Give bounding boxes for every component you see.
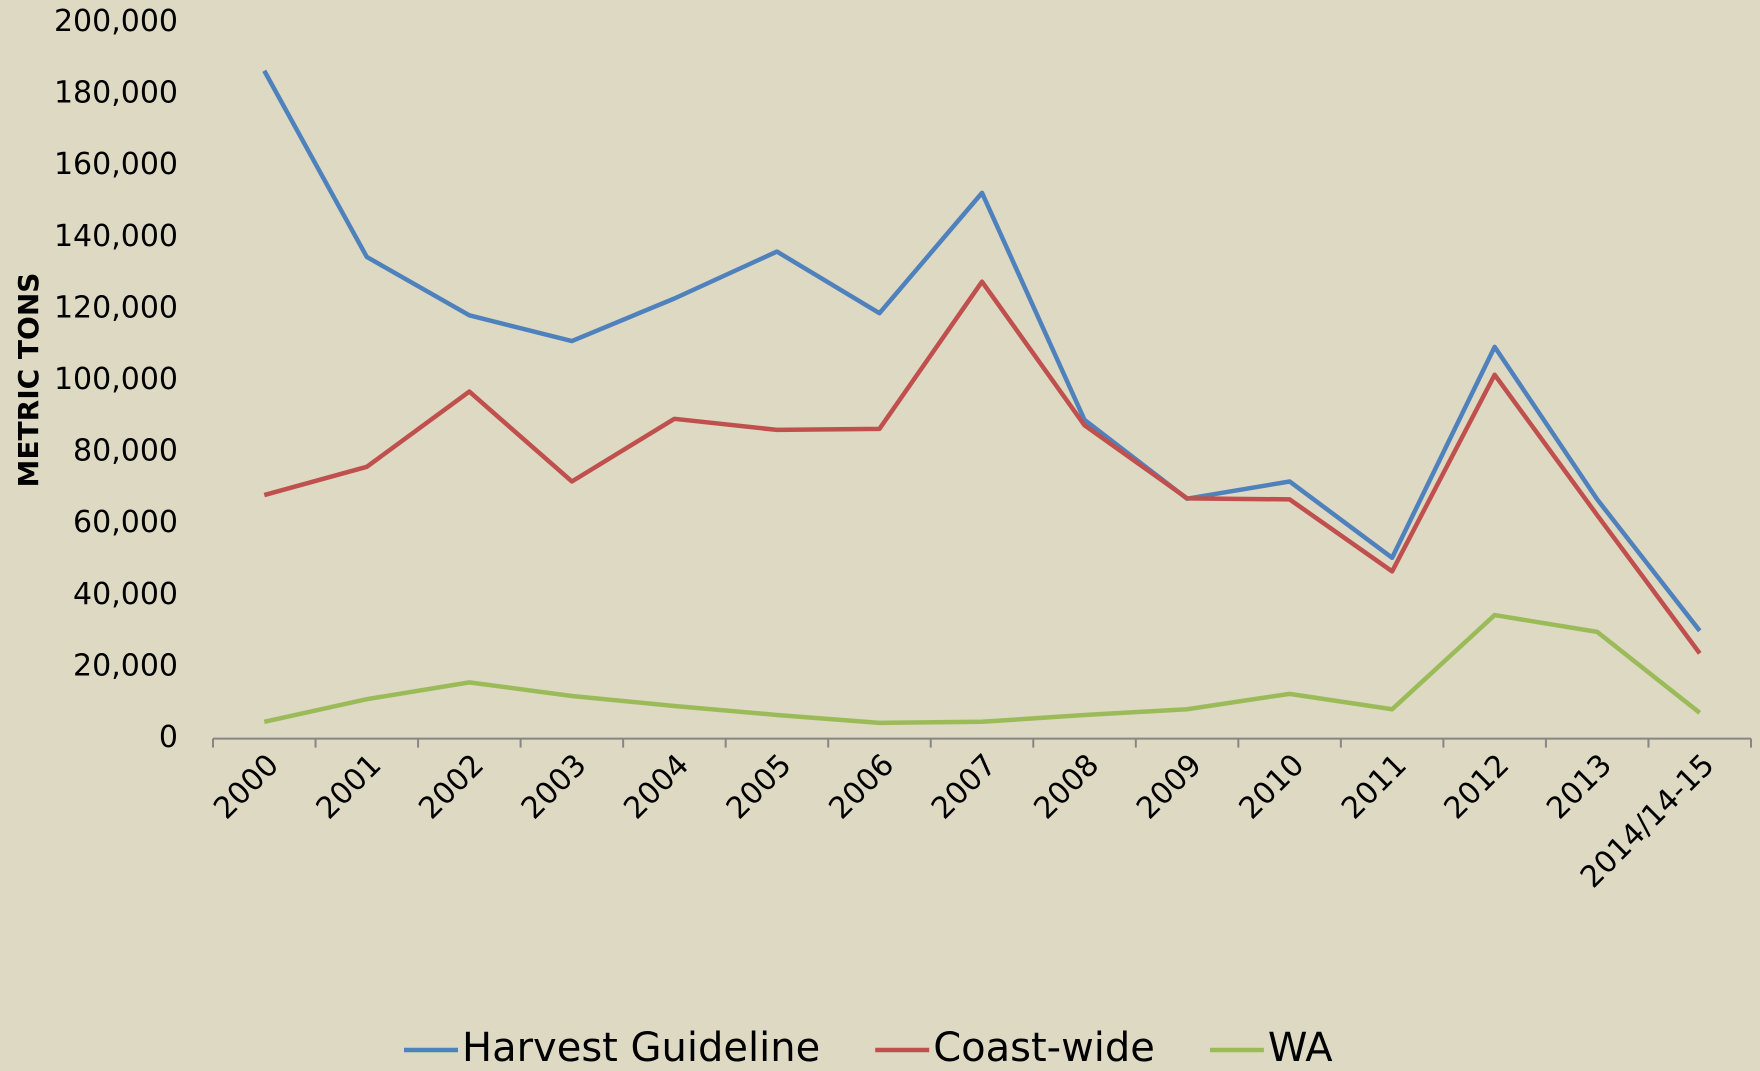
legend-label: WA — [1268, 1025, 1333, 1071]
line-series — [262, 69, 1702, 633]
y-tick-label: 160,000 — [54, 147, 178, 182]
y-tick-label: 100,000 — [54, 362, 178, 397]
line-series — [263, 279, 1702, 655]
y-axis-label: METRIC TONS — [12, 273, 45, 488]
y-tick-label: 180,000 — [54, 76, 178, 111]
y-tick-label: 60,000 — [73, 505, 178, 540]
legend-label: Coast-wide — [933, 1025, 1155, 1071]
line-series — [263, 612, 1702, 726]
y-tick-label: 120,000 — [54, 290, 178, 325]
y-tick-label: 20,000 — [73, 648, 178, 683]
y-tick-label: 140,000 — [54, 219, 178, 254]
y-tick-label: 200,000 — [54, 4, 178, 39]
y-tick-label: 0 — [159, 720, 178, 755]
y-tick-label: 40,000 — [73, 577, 178, 612]
y-tick-label: 80,000 — [73, 434, 178, 469]
legend-label: Harvest Guideline — [462, 1025, 820, 1071]
